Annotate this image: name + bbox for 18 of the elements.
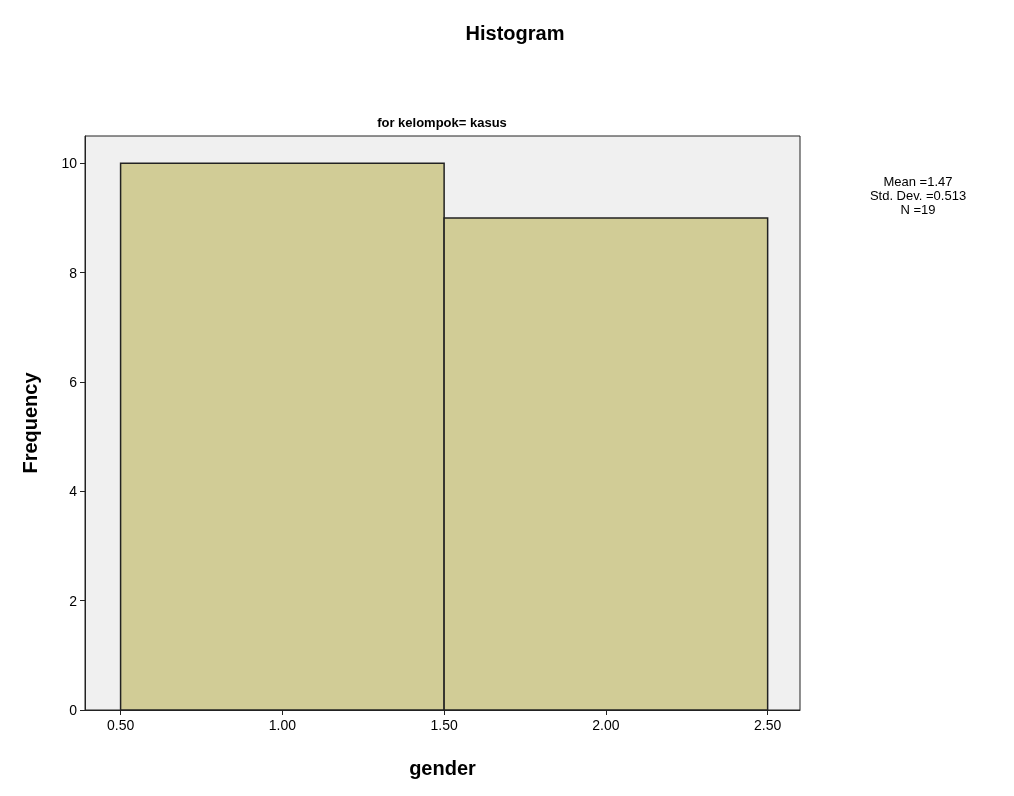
y-axis-title: Frequency: [19, 371, 41, 474]
x-tick-label: 1.00: [268, 717, 297, 733]
y-tick-label: 6: [69, 374, 78, 390]
text: Std. Dev. =0.513: [869, 188, 967, 203]
x-tick-label: 2.00: [592, 717, 620, 733]
y-tick-label: 2: [69, 592, 78, 609]
text: Mean =1.47: [883, 174, 953, 189]
y-tick-label: 4: [69, 483, 78, 500]
y-tick-label: 8: [69, 264, 78, 281]
y-tick-label: 0: [69, 702, 78, 718]
y-tick-label: 10: [61, 155, 78, 172]
chart-title: Histogram: [465, 22, 565, 44]
text: N =19: [900, 202, 936, 217]
x-axis-title: gender: [409, 757, 477, 779]
x-tick-label: 0.50: [106, 717, 135, 733]
x-tick-label: 1.50: [430, 717, 458, 733]
chart-subtitle: for kelompok= kasus: [377, 115, 507, 130]
x-tick-label: 2.50: [754, 717, 782, 733]
